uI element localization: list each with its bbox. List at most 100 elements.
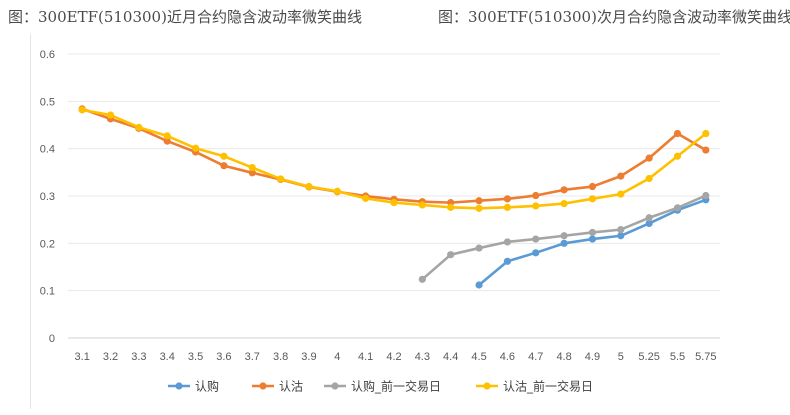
data-point xyxy=(588,195,597,203)
series-1 xyxy=(475,196,710,289)
data-point xyxy=(78,106,86,114)
data-point xyxy=(163,137,171,145)
data-point xyxy=(248,169,256,177)
data-point xyxy=(220,152,228,160)
legend-label: 认购 xyxy=(195,379,219,394)
x-tick-label: 5.75 xyxy=(695,351,716,363)
x-tick-label: 4 xyxy=(334,351,340,363)
x-tick-label: 3.7 xyxy=(245,351,260,363)
x-tick-label: 5.5 xyxy=(670,351,685,363)
y-tick-label: 0.1 xyxy=(40,286,55,298)
data-point xyxy=(362,194,370,202)
x-tick-label: 4.3 xyxy=(415,351,430,363)
data-point xyxy=(673,152,682,160)
data-point xyxy=(163,132,171,140)
data-point xyxy=(702,191,710,200)
data-point xyxy=(560,186,568,194)
data-point xyxy=(645,214,653,222)
data-point xyxy=(560,232,568,240)
data-point xyxy=(560,199,568,208)
data-point xyxy=(305,182,313,191)
caption-row: 图：300ETF(510300)近月合约隐含波动率微笑曲线 图：300ETF(5… xyxy=(0,4,790,32)
data-point xyxy=(475,281,483,289)
x-tick-label: 3.9 xyxy=(301,351,316,363)
y-tick-label: 0.2 xyxy=(40,238,55,250)
legend-marker xyxy=(259,382,267,390)
gridlines xyxy=(68,53,720,339)
data-point xyxy=(532,202,540,210)
legend-marker xyxy=(175,382,183,390)
x-tick-label: 4.2 xyxy=(386,351,401,363)
data-point xyxy=(447,203,455,211)
x-tick-label: 4.6 xyxy=(500,351,515,363)
data-point xyxy=(475,244,483,252)
x-tick-label: 3.4 xyxy=(160,351,175,363)
y-axis-ticks: 0 0.1 0.2 0.3 0.4 0.5 0.6 xyxy=(40,49,55,345)
data-point xyxy=(447,251,455,259)
data-point xyxy=(560,239,568,247)
data-point xyxy=(277,175,285,183)
legend-marker xyxy=(331,382,339,390)
data-point xyxy=(106,111,115,119)
data-point xyxy=(503,257,511,265)
data-point xyxy=(503,238,511,246)
series-lines xyxy=(78,105,710,289)
data-point xyxy=(220,162,228,170)
data-point xyxy=(503,195,511,203)
y-tick-label: 0.4 xyxy=(40,144,55,156)
data-point xyxy=(475,204,483,212)
data-point xyxy=(702,129,710,138)
data-point xyxy=(617,232,625,240)
x-tick-label: 5 xyxy=(618,351,624,363)
data-point xyxy=(588,182,597,191)
data-point xyxy=(645,154,653,162)
legend: 认购 认沽 认购_前一交易日 认沽_前一交易日 xyxy=(168,379,593,394)
legend-label: 认沽 xyxy=(279,380,303,394)
x-tick-label: 4.7 xyxy=(528,351,543,363)
data-point xyxy=(135,123,143,131)
caption-next-month: 图：300ETF(510300)次月合约隐含波动率微笑曲线 xyxy=(438,8,790,26)
x-tick-label: 4.4 xyxy=(443,351,458,363)
data-point xyxy=(617,172,625,180)
x-tick-label: 3.1 xyxy=(75,351,90,363)
data-point xyxy=(532,249,540,257)
x-tick-label: 3.8 xyxy=(273,351,288,363)
legend-label: 认沽_前一交易日 xyxy=(503,379,593,394)
data-point xyxy=(475,197,483,205)
data-point xyxy=(617,226,625,234)
data-point xyxy=(418,201,426,209)
data-point xyxy=(248,164,256,172)
y-tick-label: 0.3 xyxy=(40,191,55,203)
data-point xyxy=(702,146,710,154)
legend-marker xyxy=(483,382,491,390)
x-tick-label: 4.8 xyxy=(556,351,571,363)
data-point xyxy=(645,174,653,183)
chart-frame xyxy=(30,34,790,409)
caption-near-month: 图：300ETF(510300)近月合约隐含波动率微笑曲线 xyxy=(8,8,362,26)
x-tick-label: 4.5 xyxy=(471,351,486,363)
data-point xyxy=(390,199,398,207)
x-tick-label: 3.6 xyxy=(216,351,231,363)
x-tick-label: 3.2 xyxy=(103,351,118,363)
x-axis-ticks: 3.1 3.2 3.3 3.4 3.5 3.6 3.7 3.8 3.9 4 4.1 4.2 4.3 4.4… xyxy=(75,351,717,363)
x-tick-label: 4.1 xyxy=(358,351,373,363)
series-line xyxy=(81,107,707,204)
legend-label: 认购_前一交易日 xyxy=(351,379,441,394)
y-tick-label: 0.5 xyxy=(40,96,55,108)
x-tick-label: 5.25 xyxy=(638,351,659,363)
x-tick-label: 3.5 xyxy=(188,351,203,363)
data-point xyxy=(503,203,511,211)
data-point xyxy=(617,190,625,198)
data-point xyxy=(532,235,540,243)
data-point xyxy=(588,235,597,243)
data-point xyxy=(333,187,341,195)
data-point xyxy=(645,219,653,228)
data-point xyxy=(588,228,597,237)
y-tick-label: 0.6 xyxy=(40,49,55,61)
data-point xyxy=(673,204,682,212)
data-point xyxy=(418,275,426,283)
series-3 xyxy=(418,191,710,283)
x-tick-label: 3.3 xyxy=(131,351,146,363)
series-4 xyxy=(78,106,710,212)
